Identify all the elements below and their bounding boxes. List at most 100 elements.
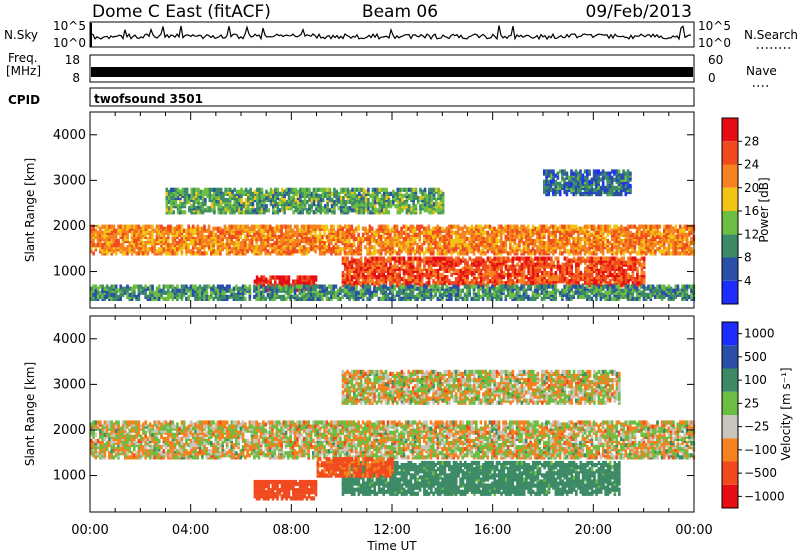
heatmap-cell bbox=[522, 279, 526, 284]
heatmap-cell bbox=[206, 206, 209, 211]
heatmap-cell bbox=[262, 204, 266, 209]
heatmap-cell bbox=[310, 275, 313, 280]
heatmap-cell bbox=[626, 243, 630, 248]
heatmap-cell bbox=[436, 272, 440, 278]
heatmap-cell bbox=[282, 241, 286, 246]
heatmap-cell bbox=[491, 266, 494, 271]
heatmap-cell bbox=[366, 228, 369, 233]
heatmap-cell bbox=[368, 245, 372, 250]
heatmap-cell bbox=[633, 232, 637, 237]
heatmap-cell bbox=[558, 251, 562, 256]
heatmap-cell bbox=[432, 234, 435, 239]
heatmap-cell bbox=[683, 232, 686, 237]
heatmap-cell bbox=[457, 256, 460, 261]
heatmap-cell bbox=[157, 224, 161, 229]
heatmap-cell bbox=[360, 202, 363, 207]
heatmap-cell bbox=[527, 277, 530, 282]
station-title: Dome C East (fitACF) bbox=[92, 2, 271, 22]
heatmap-cell bbox=[178, 230, 181, 235]
heatmap-cell bbox=[439, 200, 443, 205]
heatmap-cell bbox=[398, 241, 401, 246]
heatmap-cell bbox=[432, 226, 435, 231]
heatmap-cell bbox=[395, 224, 399, 229]
heatmap-cell bbox=[99, 241, 102, 246]
heatmap-cell bbox=[552, 241, 555, 246]
heatmap-cell bbox=[599, 268, 603, 273]
heatmap-cell bbox=[371, 279, 374, 284]
heatmap-cell bbox=[411, 238, 415, 244]
heatmap-cell bbox=[522, 241, 526, 246]
heatmap-cell bbox=[439, 264, 442, 269]
heatmap-cell bbox=[475, 281, 478, 286]
heatmap-cell bbox=[351, 204, 354, 209]
heatmap-cell bbox=[420, 247, 424, 252]
heatmap-cell bbox=[219, 245, 222, 250]
heatmap-cell bbox=[321, 187, 325, 192]
heatmap-cell bbox=[541, 256, 544, 261]
heatmap-cell bbox=[527, 228, 530, 233]
heatmap-cell bbox=[638, 241, 641, 246]
heatmap-cell bbox=[281, 200, 284, 205]
heatmap-cell bbox=[343, 247, 347, 252]
heatmap-cell bbox=[162, 236, 166, 242]
heatmap-cell bbox=[486, 268, 490, 273]
heatmap-cell bbox=[272, 189, 275, 194]
heatmap-cell bbox=[627, 272, 630, 278]
heatmap-cell bbox=[291, 236, 295, 242]
heatmap-cell bbox=[255, 245, 258, 250]
heatmap-cell bbox=[228, 224, 231, 229]
heatmap-cell bbox=[403, 187, 406, 192]
heatmap-cell bbox=[350, 224, 354, 229]
heatmap-cell bbox=[105, 245, 109, 250]
heatmap-cell bbox=[323, 241, 326, 246]
heatmap-cell bbox=[640, 277, 644, 282]
heatmap-cell bbox=[394, 191, 397, 196]
heatmap-cell bbox=[287, 245, 290, 250]
heatmap-cell bbox=[264, 241, 267, 246]
heatmap-cell bbox=[259, 245, 263, 250]
heatmap-cell bbox=[128, 224, 132, 229]
heatmap-cell bbox=[212, 230, 215, 235]
heatmap-cell bbox=[194, 200, 198, 205]
heatmap-cell bbox=[411, 241, 415, 246]
heatmap-cell bbox=[219, 204, 223, 209]
heatmap-cell bbox=[278, 197, 282, 203]
heatmap-cell bbox=[592, 247, 596, 252]
heatmap-cell bbox=[620, 224, 623, 229]
heatmap-cell bbox=[269, 202, 273, 207]
heatmap-cell bbox=[461, 251, 465, 256]
heatmap-cell bbox=[681, 226, 684, 231]
heatmap-cell bbox=[642, 241, 646, 246]
heatmap-cell bbox=[435, 197, 438, 203]
heatmap-cell bbox=[437, 206, 440, 211]
heatmap-cell bbox=[608, 224, 612, 229]
nave-label: Nave bbox=[746, 64, 777, 78]
heatmap-cell bbox=[504, 234, 508, 239]
heatmap-cell bbox=[466, 243, 469, 248]
heatmap-cell bbox=[366, 275, 370, 280]
heatmap-cell bbox=[457, 260, 460, 265]
heatmap-cell bbox=[620, 260, 623, 265]
heatmap-cell bbox=[606, 256, 610, 261]
heatmap-cell bbox=[214, 238, 218, 244]
heatmap-cell bbox=[608, 283, 612, 288]
heatmap-cell bbox=[504, 245, 508, 250]
heatmap-cell bbox=[373, 200, 377, 205]
heatmap-cell bbox=[146, 228, 150, 233]
heatmap-cell bbox=[364, 230, 367, 235]
heatmap-cell bbox=[450, 243, 453, 248]
heatmap-cell bbox=[240, 197, 243, 203]
heatmap-cell bbox=[232, 241, 236, 246]
heatmap-cell bbox=[507, 264, 510, 269]
heatmap-cell bbox=[426, 200, 429, 205]
heatmap-cell bbox=[228, 241, 231, 246]
heatmap-cell bbox=[217, 200, 221, 205]
heatmap-cell bbox=[427, 230, 431, 235]
heatmap-cell bbox=[336, 230, 340, 235]
heatmap-cell bbox=[265, 195, 268, 201]
heatmap-cell bbox=[430, 266, 433, 271]
heatmap-cell bbox=[669, 241, 673, 246]
heatmap-cell bbox=[688, 247, 691, 252]
heatmap-cell bbox=[314, 232, 317, 237]
heatmap-cell bbox=[242, 202, 246, 207]
